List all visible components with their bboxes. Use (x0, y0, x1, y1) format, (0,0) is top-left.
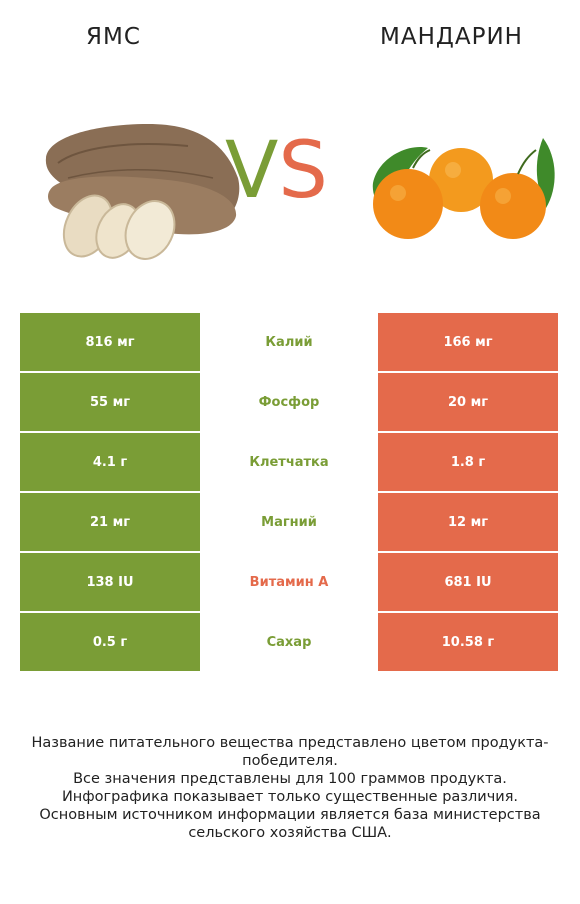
vs-s: S (278, 126, 328, 216)
right-value: 1.8 г (378, 432, 558, 492)
right-value: 10.58 г (378, 612, 558, 672)
left-product-title: ЯМС (86, 24, 141, 50)
table-row: 4.1 г Клетчатка 1.8 г (20, 432, 558, 493)
table-row: 816 мг Калий 166 мг (20, 313, 558, 373)
right-value: 166 мг (378, 313, 558, 372)
nutrient-name: Витамин A (200, 552, 378, 613)
footer-line-2: Все значения представлены для 100 граммо… (73, 771, 507, 787)
left-value: 0.5 г (20, 612, 200, 672)
right-value: 12 мг (378, 492, 558, 552)
footer-line-4: Основным источником информации является … (39, 807, 541, 841)
nutrient-name: Магний (200, 492, 378, 553)
table-row: 138 IU Витамин A 681 IU (20, 552, 558, 613)
vs-v: V (225, 126, 279, 216)
nutrient-name: Фосфор (200, 372, 378, 433)
vs-label: VS (225, 132, 328, 210)
left-value: 21 мг (20, 492, 200, 552)
nutrient-name: Клетчатка (200, 432, 378, 493)
table-row: 55 мг Фосфор 20 мг (20, 372, 558, 433)
left-value: 55 мг (20, 372, 200, 432)
nutrient-name: Сахар (200, 612, 378, 673)
right-product-title: МАНДАРИН (380, 24, 523, 50)
footer-line-3: Инфографика показывает только существенн… (61, 789, 519, 805)
table-row: 21 мг Магний 12 мг (20, 492, 558, 553)
left-value: 4.1 г (20, 432, 200, 492)
tangerine-image (372, 138, 555, 239)
left-value: 138 IU (20, 552, 200, 612)
table-row: 0.5 г Сахар 10.58 г (20, 612, 558, 673)
footer-notes: Название питательного вещества представл… (20, 734, 560, 842)
footer-line-1: Название питательного вещества представл… (31, 735, 549, 769)
right-value: 20 мг (378, 372, 558, 432)
left-value: 816 мг (20, 313, 200, 372)
comparison-table: 816 мг Калий 166 мг 55 мг Фосфор 20 мг 4.1 г Кл… (20, 313, 558, 673)
right-value: 681 IU (378, 552, 558, 612)
yam-image (45, 124, 240, 260)
nutrient-name: Калий (200, 313, 378, 373)
